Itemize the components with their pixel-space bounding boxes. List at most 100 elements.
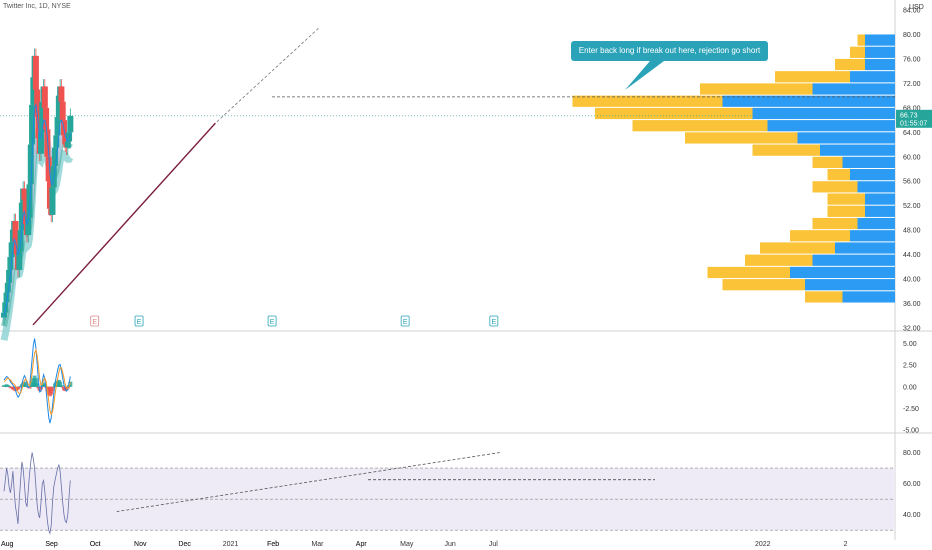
volume-profile-sell-bar (707, 266, 790, 279)
annotation-callout[interactable]: Enter back long if break out here, rejec… (571, 41, 768, 61)
x-tick-label: Feb (267, 541, 279, 548)
price-tick-label: 80.00 (903, 32, 921, 39)
candle-body (25, 217, 32, 236)
volume-profile-buy-bar (850, 71, 895, 83)
earnings-marker (400, 315, 410, 327)
currency-label: USD (909, 4, 924, 11)
macd-histogram-bar (24, 385, 29, 387)
candle-body (22, 199, 29, 225)
resistance-trendline (215, 28, 319, 124)
volume-profile-sell-bar (827, 205, 865, 217)
volume-profile-buy-bar (857, 181, 895, 193)
x-tick-label: 2 (844, 541, 848, 548)
signal-line (3, 347, 71, 416)
macd-tick-label: 0.00 (903, 384, 917, 391)
price-tick-label: 32.00 (903, 326, 921, 333)
volume-profile-buy-bar (850, 230, 895, 242)
last-price-value: 66.73 (900, 112, 918, 119)
volume-profile-buy-bar (865, 205, 895, 217)
x-tick-label: Feb (267, 541, 279, 548)
x-tick-label: Mar (311, 541, 324, 548)
candle-body (8, 242, 15, 258)
x-tick-label: 2022 (755, 541, 771, 548)
candle-body (16, 251, 23, 270)
earnings-marker (134, 315, 144, 327)
volume-profile-sell-bar (700, 83, 813, 95)
candle-body (4, 282, 11, 293)
earnings-marker-label: E (137, 319, 142, 326)
volume-profile-buy-bar (842, 156, 895, 168)
price-tick-label: 84.00 (903, 8, 921, 15)
x-tick-label: 2021 (223, 541, 239, 548)
candle-body (59, 101, 66, 121)
volume-profile-sell-bar (632, 120, 768, 132)
price-tick-label: 40.00 (903, 277, 921, 284)
volume-profile-sell-bar (827, 169, 850, 181)
candle-body (49, 187, 56, 215)
macd-histogram-bar (17, 386, 22, 388)
price-tick-label: 56.00 (903, 179, 921, 186)
candle-body (58, 86, 65, 102)
x-tick-label: Dec (178, 541, 191, 548)
countdown-value: 01:55:07 (900, 120, 927, 127)
volume-profile-buy-bar (835, 242, 895, 254)
macd-histogram-bar (58, 381, 63, 387)
macd-histogram-bar (7, 385, 12, 387)
macd-tick-label: 5.00 (903, 341, 917, 348)
volume-profile-buy-bar (790, 266, 895, 279)
volume-profile-buy-bar (850, 169, 895, 181)
price-tick-label: 52.00 (903, 203, 921, 210)
volume-profile-buy-bar (865, 46, 895, 58)
volume-profile-buy-bar (797, 132, 895, 144)
x-tick-label: Sep (45, 541, 58, 548)
macd-histogram-bar (35, 383, 40, 387)
volume-profile-sell-bar (752, 144, 820, 156)
x-tick-label: Aug (1, 541, 14, 548)
x-tick-label: Sep (45, 541, 58, 548)
support-trendline (32, 122, 216, 326)
macd-histogram-bar (27, 386, 32, 389)
candle-body (32, 55, 39, 90)
x-tick-label: Jul (489, 541, 498, 548)
volume-profile-sell-bar (827, 193, 865, 205)
price-tick-label: 60.00 (903, 154, 921, 161)
volume-profile-sell-bar (775, 71, 850, 83)
volume-profile-buy-bar (752, 107, 895, 120)
macd-tick-label: 2.50 (903, 363, 917, 370)
ema-fast-line (3, 102, 71, 316)
x-tick-label: Oct (90, 541, 101, 548)
volume-profile-buy-bar (865, 193, 895, 205)
candle-body (39, 101, 46, 133)
volume-profile-buy-bar (722, 95, 895, 107)
macd-line (3, 338, 71, 424)
volume-profile-sell-bar (812, 217, 858, 230)
rsi-tick-label: 40.00 (903, 512, 921, 519)
volume-profile-sell-bar (805, 291, 843, 303)
macd-histogram-bar (2, 385, 6, 387)
volume-profile-buy-bar (805, 279, 895, 291)
candle-body (45, 156, 52, 182)
volume-profile-buy-bar (842, 291, 895, 303)
macd-histogram-bar (51, 386, 56, 388)
volume-profile-sell-bar (857, 34, 865, 46)
last-price-badge (896, 109, 932, 128)
volume-profile-sell-bar (850, 46, 865, 58)
x-tick-label: Oct (90, 541, 101, 548)
price-tick-label: 64.00 (903, 130, 921, 137)
earnings-marker-label: E (92, 319, 97, 326)
rsi-line (3, 452, 71, 535)
candle-body (55, 95, 62, 118)
macd-panel-bg (0, 331, 895, 434)
volume-profile-buy-bar (812, 83, 895, 95)
x-tick-label: May (400, 541, 414, 548)
candle-body (21, 188, 28, 200)
x-tick-label: Aug (1, 541, 14, 548)
candle-body (6, 269, 13, 283)
candle-body (29, 104, 36, 145)
macd-tick-label: -5.00 (903, 428, 919, 435)
volume-profile-sell-bar (745, 254, 813, 266)
candle-body (38, 132, 45, 154)
earnings-marker-label: E (492, 319, 497, 326)
